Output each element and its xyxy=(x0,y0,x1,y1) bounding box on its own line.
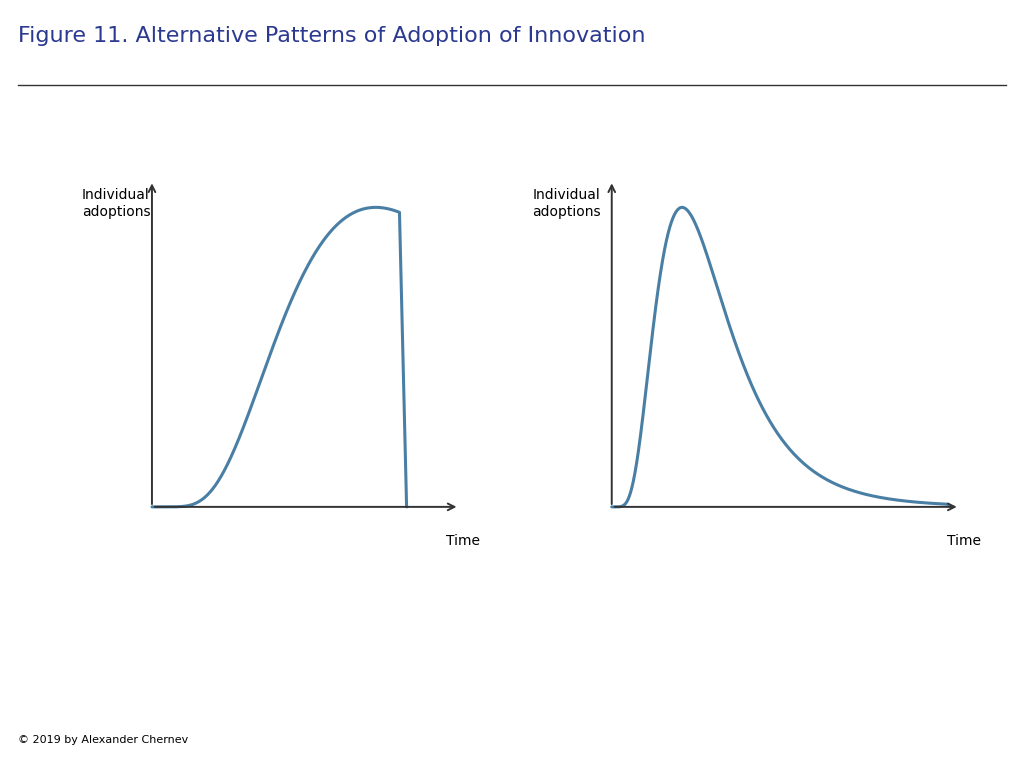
Text: Time: Time xyxy=(947,534,981,548)
Text: Individual
adoptions: Individual adoptions xyxy=(82,188,151,220)
Text: Individual
adoptions: Individual adoptions xyxy=(532,188,601,220)
Text: Figure 11. Alternative Patterns of Adoption of Innovation: Figure 11. Alternative Patterns of Adopt… xyxy=(18,26,646,46)
Text: © 2019 by Alexander Chernev: © 2019 by Alexander Chernev xyxy=(18,735,188,746)
Text: Time: Time xyxy=(446,534,480,548)
